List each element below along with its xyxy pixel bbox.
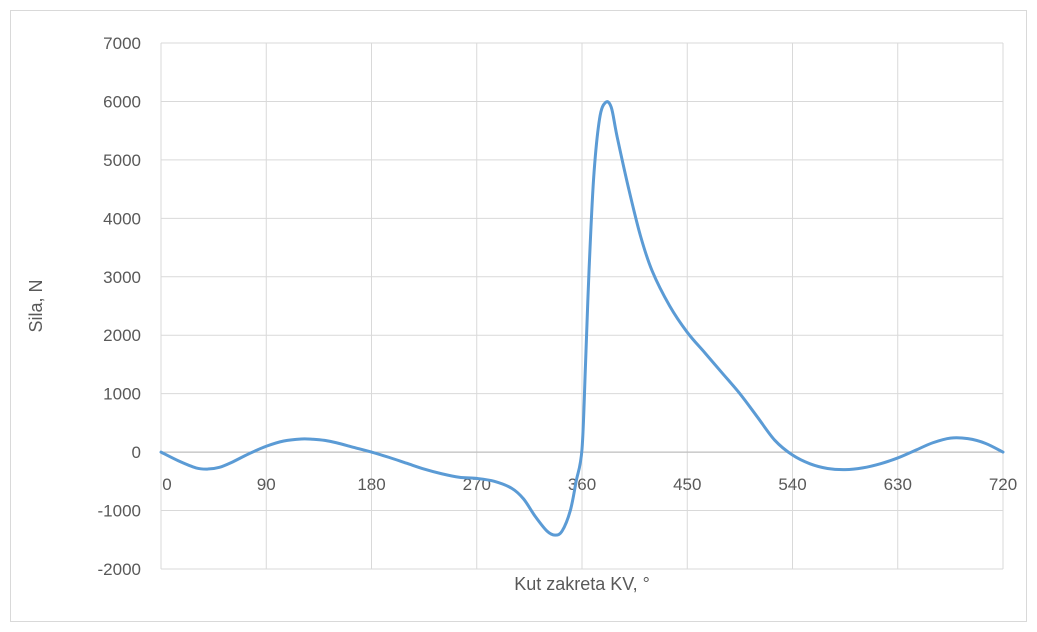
x-tick-label: 540: [778, 475, 806, 494]
y-tick-label: -1000: [98, 502, 141, 521]
x-axis-title: Kut zakreta KV, °: [514, 574, 650, 594]
x-tick-label: 720: [989, 475, 1017, 494]
y-tick-label: 6000: [103, 92, 141, 111]
series-group: [159, 100, 1005, 537]
y-tick-label: 5000: [103, 151, 141, 170]
y-tick-labels: -2000 -1000 0 1000 2000 3000 4000 5000 6000 7000: [98, 34, 141, 579]
x-tick-labels: 0 90 180 270 360 450 540 630 720: [162, 475, 1017, 494]
x-tick-label: 630: [884, 475, 912, 494]
y-tick-label: 7000: [103, 34, 141, 53]
y-tick-label: 3000: [103, 268, 141, 287]
y-tick-label: 0: [132, 443, 141, 462]
x-tick-label: 360: [568, 475, 596, 494]
y-tick-label: 4000: [103, 209, 141, 228]
y-tick-label: -2000: [98, 560, 141, 579]
x-tick-label: 180: [357, 475, 385, 494]
y-tick-label: 2000: [103, 326, 141, 345]
y-axis-title: Sila, N: [26, 279, 46, 332]
y-tick-label: 1000: [103, 385, 141, 404]
grid-lines: [160, 42, 1004, 570]
x-tick-label: 90: [257, 475, 276, 494]
x-tick-label: 0: [162, 475, 171, 494]
chart-frame: [10, 10, 1027, 622]
series-line: [159, 100, 1005, 537]
x-tick-label: 450: [673, 475, 701, 494]
